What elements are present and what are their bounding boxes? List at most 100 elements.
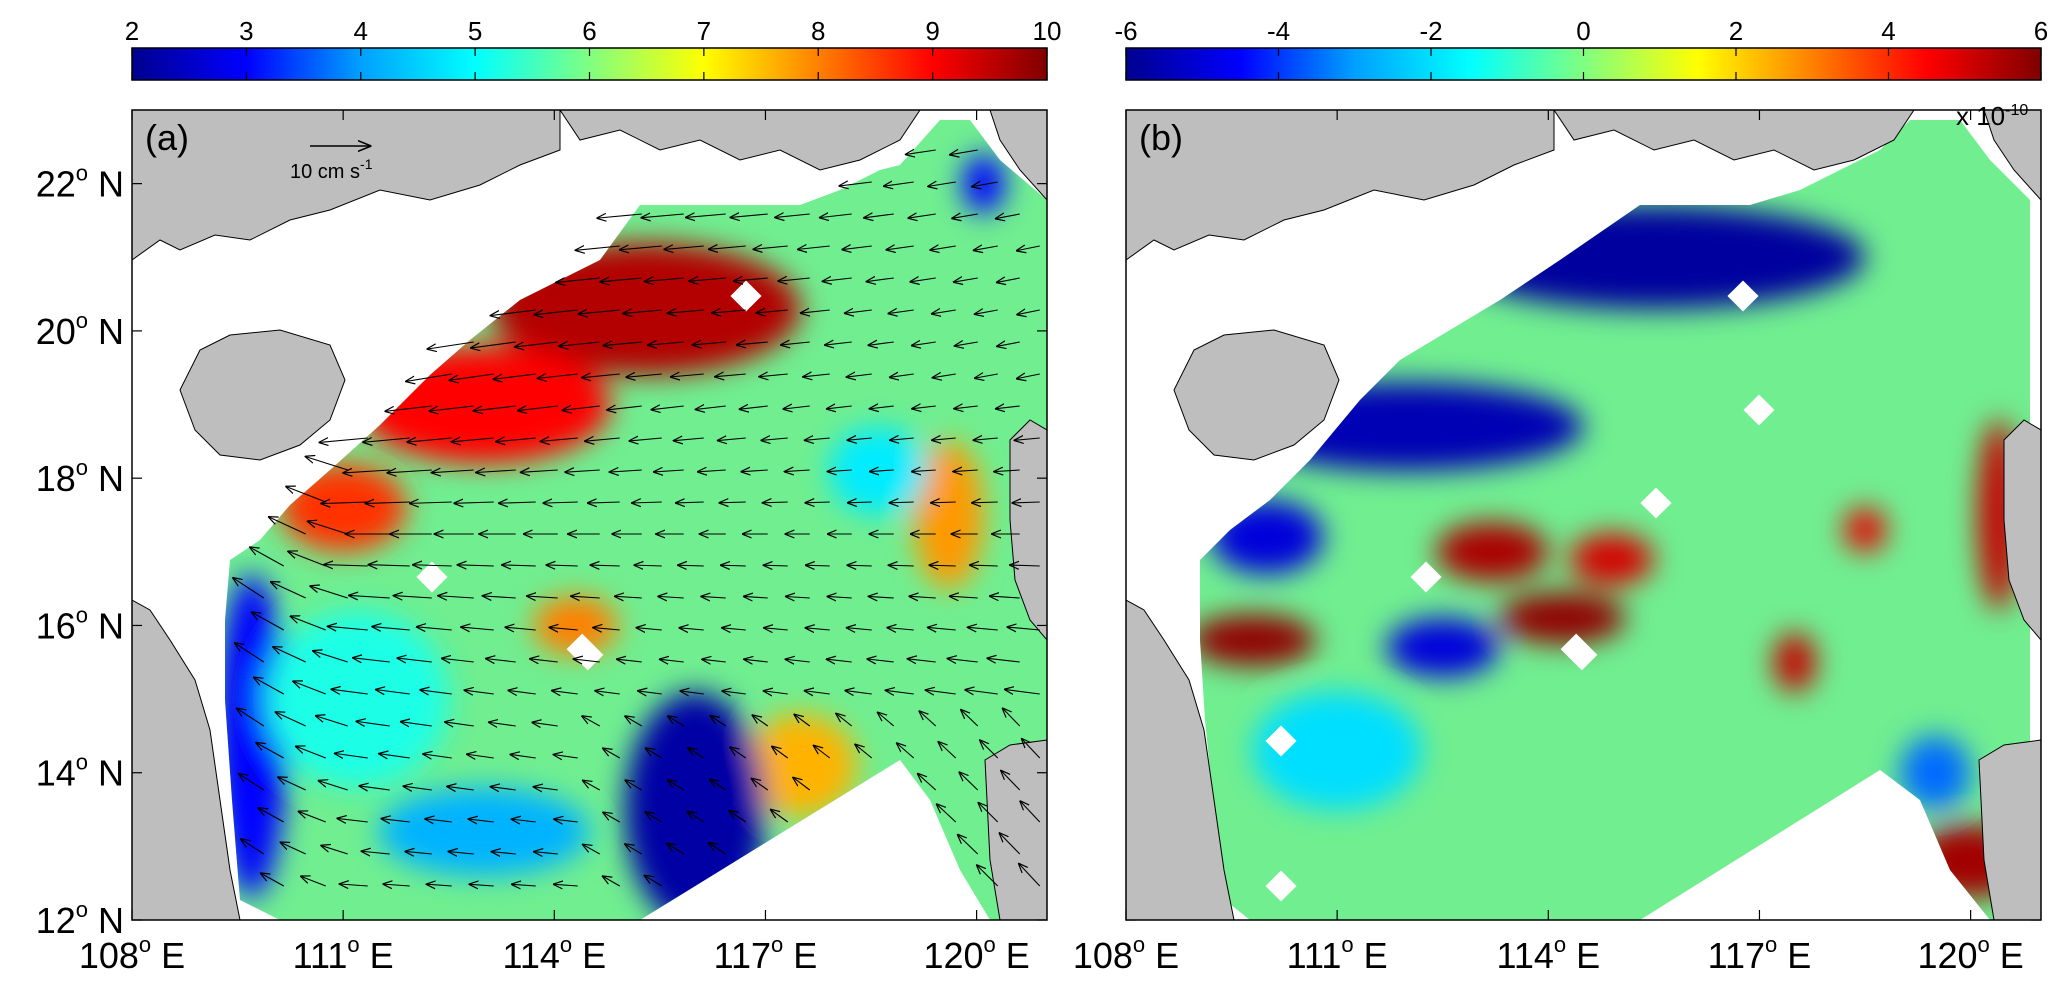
velocity-arrow <box>492 852 516 854</box>
velocity-arrow <box>931 502 956 503</box>
velocity-arrow <box>668 780 685 791</box>
velocity-arrow <box>308 521 348 535</box>
panel-b-x-ticks: 108o E 111o E 114o E 117o E 120o E <box>1073 110 2024 976</box>
velocity-arrow <box>467 754 494 758</box>
velocity-arrow <box>906 150 936 154</box>
field-blob <box>1773 632 1816 692</box>
velocity-arrow <box>1017 246 1040 251</box>
velocity-arrow <box>538 374 578 378</box>
velocity-arrow <box>559 342 600 346</box>
velocity-arrow <box>668 716 685 727</box>
velocity-arrow <box>910 278 936 282</box>
velocity-arrow <box>987 658 1020 662</box>
velocity-arrow <box>926 690 956 694</box>
velocity-arrow <box>688 748 705 759</box>
velocity-arrow <box>722 691 746 694</box>
velocity-arrow <box>801 310 830 313</box>
velocity-arrow <box>889 565 914 566</box>
colorbar-tick-label: 3 <box>239 16 253 46</box>
velocity-arrow <box>928 182 956 186</box>
velocity-arrow <box>855 745 873 759</box>
velocity-arrow <box>680 628 704 630</box>
colorbar-tick-label: 4 <box>1881 16 1895 46</box>
velocity-arrow <box>930 246 956 250</box>
velocity-arrow <box>730 747 747 759</box>
velocity-arrow <box>848 438 872 440</box>
velocity-arrow <box>974 438 998 440</box>
y-tick-label: 22o N <box>36 161 124 205</box>
velocity-arrow <box>502 565 536 566</box>
velocity-arrow <box>978 803 999 823</box>
velocity-arrow <box>638 691 662 694</box>
velocity-arrow <box>803 374 830 377</box>
velocity-arrow <box>310 586 348 599</box>
colorbar-tick-label: 7 <box>697 16 711 46</box>
velocity-arrow <box>340 884 368 886</box>
field-blob <box>1843 507 1887 552</box>
velocity-arrow <box>805 502 830 503</box>
velocity-arrow <box>237 708 265 727</box>
velocity-arrow <box>645 876 663 887</box>
velocity-arrow <box>961 710 979 727</box>
velocity-arrow <box>254 677 285 695</box>
velocity-arrow <box>452 438 494 442</box>
velocity-arrow <box>1000 833 1021 855</box>
velocity-arrow <box>362 851 390 854</box>
velocity-arrow <box>447 786 474 790</box>
velocity-arrow <box>625 844 643 855</box>
velocity-arrow <box>909 596 936 598</box>
velocity-arrow <box>954 406 978 409</box>
field-blob <box>1435 522 1549 582</box>
velocity-arrow <box>919 711 937 727</box>
velocity-arrow <box>886 246 914 250</box>
velocity-arrow <box>752 779 769 791</box>
arrow-legend-text: 10 cm s <box>290 161 360 183</box>
field-blob <box>225 573 287 898</box>
velocity-arrow <box>301 876 326 887</box>
velocity-arrow <box>759 374 788 377</box>
velocity-arrow <box>454 502 494 503</box>
velocity-arrow <box>417 627 452 630</box>
velocity-arrow <box>534 787 558 790</box>
velocity-arrow <box>839 182 872 186</box>
velocity-arrow <box>410 502 452 503</box>
velocity-arrow <box>757 310 788 313</box>
velocity-arrow <box>554 755 578 758</box>
velocity-arrow <box>752 715 769 727</box>
velocity-arrow <box>823 278 852 281</box>
velocity-arrow <box>615 596 642 598</box>
velocity-arrow <box>407 438 452 442</box>
velocity-arrow <box>692 342 726 345</box>
field-blob <box>962 154 1005 214</box>
velocity-arrow <box>645 278 684 281</box>
velocity-arrow <box>296 746 326 759</box>
velocity-arrow <box>331 689 368 694</box>
velocity-arrow <box>401 722 432 726</box>
velocity-arrow <box>848 502 872 503</box>
velocity-arrow <box>908 214 936 218</box>
velocity-arrow <box>600 278 642 282</box>
velocity-arrow <box>836 714 853 727</box>
velocity-arrow <box>764 565 788 566</box>
velocity-arrow <box>785 470 810 472</box>
colorbar-b: -6 -4 -2 0 2 4 6 <box>1114 16 2048 81</box>
velocity-arrow <box>574 659 600 662</box>
velocity-arrow <box>678 565 704 566</box>
velocity-arrow <box>701 596 726 598</box>
velocity-arrow <box>864 214 894 218</box>
velocity-arrow <box>1017 310 1040 315</box>
hainan-island <box>179 329 346 461</box>
velocity-arrow <box>625 716 643 727</box>
velocity-arrow <box>975 374 998 378</box>
velocity-arrow <box>696 406 726 409</box>
field-blob <box>1569 533 1654 585</box>
velocity-arrow <box>442 658 474 662</box>
velocity-arrow <box>261 873 285 887</box>
velocity-arrow <box>235 643 265 663</box>
velocity-arrow <box>563 406 600 410</box>
velocity-arrow <box>686 214 726 217</box>
velocity-arrow <box>744 659 768 662</box>
velocity-arrow <box>489 722 516 726</box>
velocity-arrow <box>731 214 768 217</box>
velocity-arrow <box>632 502 662 503</box>
